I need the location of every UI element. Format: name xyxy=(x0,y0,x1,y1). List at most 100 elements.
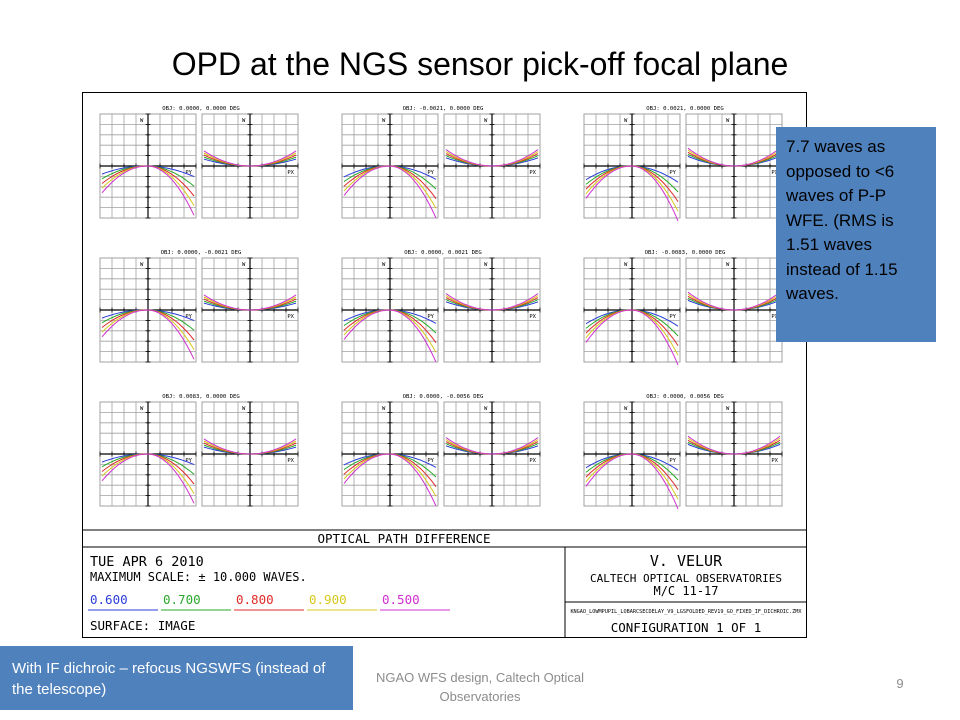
axis-label-w: W xyxy=(726,118,730,124)
sagittal-plot: W PX xyxy=(201,113,299,219)
axis-label-w: W xyxy=(382,118,386,124)
opd-curve xyxy=(445,437,539,455)
axis-label-p: PY xyxy=(669,170,676,176)
slide-title: OPD at the NGS sensor pick-off focal pla… xyxy=(171,46,789,82)
tangential-plot: W PY xyxy=(341,113,439,219)
axis-label-p: PX xyxy=(529,170,536,176)
sagittal-plot: W PX xyxy=(443,401,541,507)
opd-curve xyxy=(585,453,679,510)
opd-curve xyxy=(203,438,297,455)
opd-curve xyxy=(101,309,195,360)
axis-label-w: W xyxy=(624,118,628,124)
axis-label-p: PY xyxy=(669,458,676,464)
field-label: OBJ: -0.0083, 0.0000 DEG xyxy=(645,250,726,256)
configuration-label: CONFIGURATION 1 OF 1 xyxy=(611,620,762,635)
axis-label-p: PY xyxy=(669,314,676,320)
tangential-plot: W PY xyxy=(99,113,197,219)
opd-curve xyxy=(101,165,195,216)
machine-label: M/C 11-17 xyxy=(653,584,718,598)
wavelength-label: 0.500 xyxy=(382,592,420,607)
callout-box: 7.7 waves as opposed to <6 waves of P-P … xyxy=(776,127,936,342)
institution-label: CALTECH OPTICAL OBSERVATORIES xyxy=(590,572,782,585)
axis-label-p: PY xyxy=(185,314,192,320)
field-label: OBJ: 0.0000, 0.0056 DEG xyxy=(646,394,724,400)
tangential-plot: W PY xyxy=(583,257,681,366)
page-number: 9 xyxy=(896,676,904,691)
axis-label-w: W xyxy=(484,262,488,268)
wavelength-label: 0.900 xyxy=(309,592,347,607)
axis-label-p: PX xyxy=(287,170,294,176)
field-cell: OBJ: 0.0083, 0.0000 DEG W PY WPX xyxy=(99,394,299,507)
field-label: OBJ: 0.0083, 0.0000 DEG xyxy=(162,394,240,400)
sagittal-plot: W PX xyxy=(443,257,541,363)
axis-label-p: PX xyxy=(529,314,536,320)
axis-label-w: W xyxy=(624,406,628,412)
sagittal-plot: W PX xyxy=(201,257,299,363)
field-label: OBJ: -0.0021, 0.0000 DEG xyxy=(403,106,484,112)
note-box: With IF dichroic – refocus NGSWFS (inste… xyxy=(0,646,353,710)
field-label: OBJ: 0.0000, 0.0021 DEG xyxy=(404,250,482,256)
axis-label-p: PX xyxy=(287,458,294,464)
axis-label-p: PY xyxy=(427,314,434,320)
opd-curve xyxy=(687,291,781,311)
field-label: OBJ: 0.0000, -0.0021 DEG xyxy=(161,250,242,256)
axis-label-p: PY xyxy=(427,170,434,176)
opd-curve xyxy=(585,165,679,222)
axis-label-p: PY xyxy=(427,458,434,464)
sagittal-plot: W PX xyxy=(685,113,783,219)
opd-curve xyxy=(343,165,437,219)
tangential-plot: W PY xyxy=(583,113,681,222)
axis-label-w: W xyxy=(624,262,628,268)
date-label: TUE APR 6 2010 xyxy=(90,554,204,570)
axis-label-w: W xyxy=(242,118,246,124)
opd-curve xyxy=(343,453,437,507)
axis-label-p: PX xyxy=(287,314,294,320)
field-label: OBJ: 0.0021, 0.0000 DEG xyxy=(646,106,724,112)
axis-label-p: PX xyxy=(529,458,536,464)
tangential-plot: W PY xyxy=(99,401,197,507)
opd-curve xyxy=(203,294,297,311)
opd-curve xyxy=(445,293,539,311)
field-cell: OBJ: 0.0000, -0.0056 DEG W PY WPX xyxy=(341,394,541,507)
author-label: V. VELUR xyxy=(650,552,723,570)
axis-label-w: W xyxy=(140,262,144,268)
footer-text: NGAO WFS design, Caltech Optical Observa… xyxy=(375,670,585,704)
opd-curve xyxy=(687,147,781,167)
opd-curve xyxy=(343,309,437,363)
axis-label-w: W xyxy=(140,118,144,124)
tangential-plot: W PY xyxy=(99,257,197,363)
opd-curve xyxy=(445,149,539,167)
sagittal-plot: W PX xyxy=(685,401,783,507)
tangential-plot: W PY xyxy=(583,401,681,510)
opd-curve xyxy=(203,150,297,167)
opd-curve xyxy=(687,435,781,455)
axis-label-w: W xyxy=(726,406,730,412)
axis-label-w: W xyxy=(382,262,386,268)
sagittal-plot: W PX xyxy=(201,401,299,507)
axis-label-p: PY xyxy=(185,170,192,176)
wavelength-label: 0.700 xyxy=(163,592,201,607)
axis-label-p: PX xyxy=(771,314,778,320)
axis-label-p: PY xyxy=(185,458,192,464)
axis-label-w: W xyxy=(726,262,730,268)
axis-label-p: PX xyxy=(771,170,778,176)
banner-label: OPTICAL PATH DIFFERENCE xyxy=(317,531,490,546)
axis-label-w: W xyxy=(382,406,386,412)
wavelength-label: 0.600 xyxy=(90,592,128,607)
field-label: OBJ: 0.0000, 0.0000 DEG xyxy=(162,106,240,112)
field-label: OBJ: 0.0000, -0.0056 DEG xyxy=(403,394,484,400)
opd-curve xyxy=(101,453,195,504)
axis-label-w: W xyxy=(140,406,144,412)
axis-label-w: W xyxy=(484,118,488,124)
axis-label-w: W xyxy=(242,262,246,268)
filename-label: KNGAO_LOWMPUPIL_LOBARCSECDELAY_V9_LGSFOL… xyxy=(570,609,802,615)
wavelength-label: 0.800 xyxy=(236,592,274,607)
